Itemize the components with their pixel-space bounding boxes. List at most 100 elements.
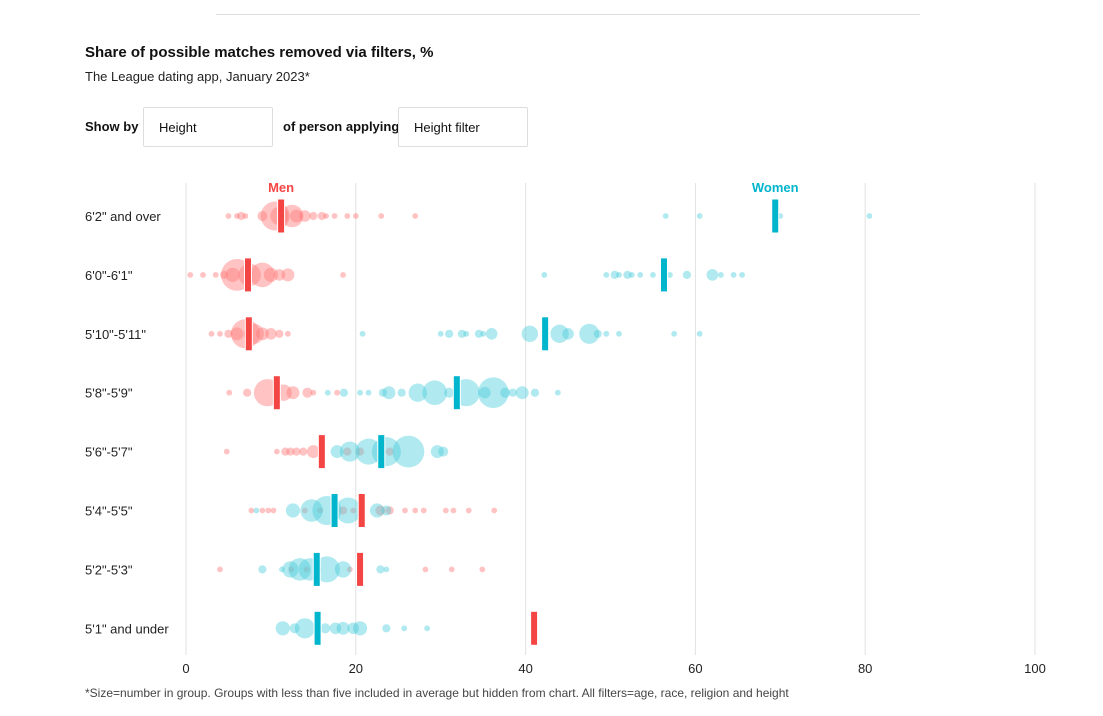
women-dot	[521, 325, 539, 343]
show-by-select[interactable]: Height	[143, 107, 273, 147]
women-dot	[667, 272, 673, 278]
row-label: 5'1" and under	[85, 621, 169, 636]
men-dot	[331, 213, 338, 219]
women-dot	[500, 387, 511, 398]
women-average-bar	[452, 375, 461, 411]
x-tick-label: 80	[858, 661, 872, 676]
women-dot	[866, 213, 873, 219]
women-dot	[444, 387, 455, 398]
women-dot	[579, 323, 600, 344]
men-dot	[248, 507, 255, 514]
x-tick-label: 20	[349, 661, 363, 676]
women-dot	[477, 377, 509, 409]
men-dot	[448, 566, 455, 573]
women-dot	[637, 272, 644, 278]
women-dot	[401, 625, 408, 632]
chart-subtitle: The League dating app, January 2023*	[85, 69, 310, 84]
women-dot	[650, 272, 656, 278]
men-dot	[385, 447, 394, 456]
row-label: 6'0"-6'1"	[85, 268, 133, 283]
women-average-bar	[659, 257, 668, 293]
women-dot	[352, 621, 368, 636]
women-dot	[294, 618, 315, 639]
women-dot	[479, 386, 491, 399]
men-dot	[187, 272, 194, 278]
men-dot	[284, 330, 291, 337]
show-by-label: Show by	[85, 119, 139, 134]
men-dot	[340, 272, 346, 278]
men-average-bar	[243, 257, 252, 293]
men-dot	[402, 507, 408, 514]
x-tick-label: 40	[518, 661, 532, 676]
women-dot	[603, 330, 610, 337]
women-dot	[382, 386, 396, 400]
women-dot	[628, 272, 635, 278]
chart-title: Share of possible matches removed via fi…	[85, 44, 434, 61]
men-dot	[220, 270, 229, 280]
women-dot	[355, 438, 382, 465]
men-dot	[352, 213, 359, 219]
men-dot	[479, 566, 486, 573]
women-dot	[508, 388, 517, 397]
women-dot	[739, 272, 745, 278]
women-dot	[382, 624, 391, 633]
men-dot	[286, 386, 300, 400]
women-dot	[392, 435, 425, 468]
x-tick-label: 60	[688, 661, 702, 676]
men-dot	[250, 262, 275, 288]
men-dot	[317, 507, 324, 514]
men-dot	[422, 566, 429, 573]
women-dot	[554, 389, 561, 396]
men-dot	[265, 507, 272, 514]
men-dot	[450, 507, 457, 514]
women-dot	[329, 622, 342, 635]
women-dot	[330, 445, 344, 459]
women-dot	[339, 388, 349, 397]
men-dot	[224, 329, 233, 338]
women-dot	[623, 270, 632, 280]
women-dot	[515, 386, 529, 400]
women-dot	[335, 497, 362, 524]
women-dot	[300, 499, 323, 522]
women-dot	[662, 213, 669, 219]
women-dot	[706, 269, 719, 281]
women-dot	[288, 558, 311, 581]
men-dot	[442, 507, 449, 514]
men-dot	[309, 211, 318, 221]
women-dot	[359, 330, 366, 337]
women-dot	[717, 272, 724, 278]
men-dot	[273, 448, 280, 455]
women-dot	[339, 441, 360, 462]
women-average-bar	[771, 198, 780, 234]
men-dot	[225, 267, 240, 283]
men-dot	[226, 389, 233, 396]
row-label: 5'10"-5'11"	[85, 327, 146, 342]
men-dot	[288, 566, 295, 573]
women-dot	[258, 565, 267, 574]
row-label: 5'2"-5'3"	[85, 562, 133, 577]
row-label: 6'2" and over	[85, 209, 161, 224]
women-dot	[397, 388, 406, 397]
women-dot	[383, 566, 390, 573]
women-dot	[671, 330, 678, 337]
women-dot	[445, 329, 454, 338]
x-tick-label: 0	[182, 661, 189, 676]
women-dot	[279, 566, 285, 573]
men-dot	[212, 272, 219, 278]
women-dot	[463, 330, 470, 337]
men-dot	[465, 507, 472, 514]
men-dot	[292, 447, 301, 456]
women-dot	[480, 330, 487, 337]
women-dot	[376, 565, 385, 574]
women-dot	[541, 272, 548, 278]
men-dot	[343, 447, 352, 456]
women-average-bar	[330, 493, 339, 528]
women-dot	[485, 328, 498, 340]
men-dot	[302, 387, 313, 398]
women-dot	[603, 272, 610, 278]
men-dot	[275, 329, 284, 338]
filter-select[interactable]: Height filter	[398, 107, 528, 147]
men-dot	[286, 447, 295, 456]
men-average-bar	[530, 610, 539, 646]
